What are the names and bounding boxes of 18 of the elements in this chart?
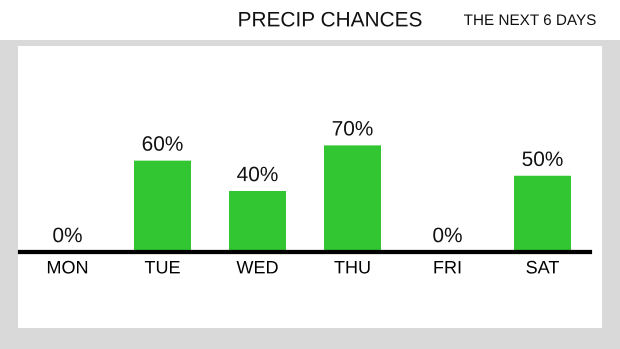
x-tick-label: MON	[48, 260, 88, 274]
data-label: 0%	[53, 228, 82, 242]
x-tick-label: FRI	[434, 260, 460, 274]
data-label: 60%	[142, 136, 183, 151]
chart-subtitle: THE NEXT 6 DAYS	[464, 14, 596, 26]
x-tick-label: SAT	[526, 260, 559, 274]
x-tick-label: TUE	[144, 260, 180, 274]
data-label: 50%	[522, 151, 563, 166]
bar	[134, 160, 191, 252]
chart-title: PRECIP CHANCES	[239, 12, 422, 27]
data-label: 70%	[332, 120, 373, 136]
data-label: 40%	[237, 166, 278, 182]
x-tick-label: THU	[334, 260, 370, 274]
data-label: 0%	[433, 228, 462, 242]
bar	[229, 191, 286, 252]
x-tick-label: WED	[236, 260, 278, 274]
bar	[324, 145, 381, 252]
bar	[514, 176, 571, 252]
